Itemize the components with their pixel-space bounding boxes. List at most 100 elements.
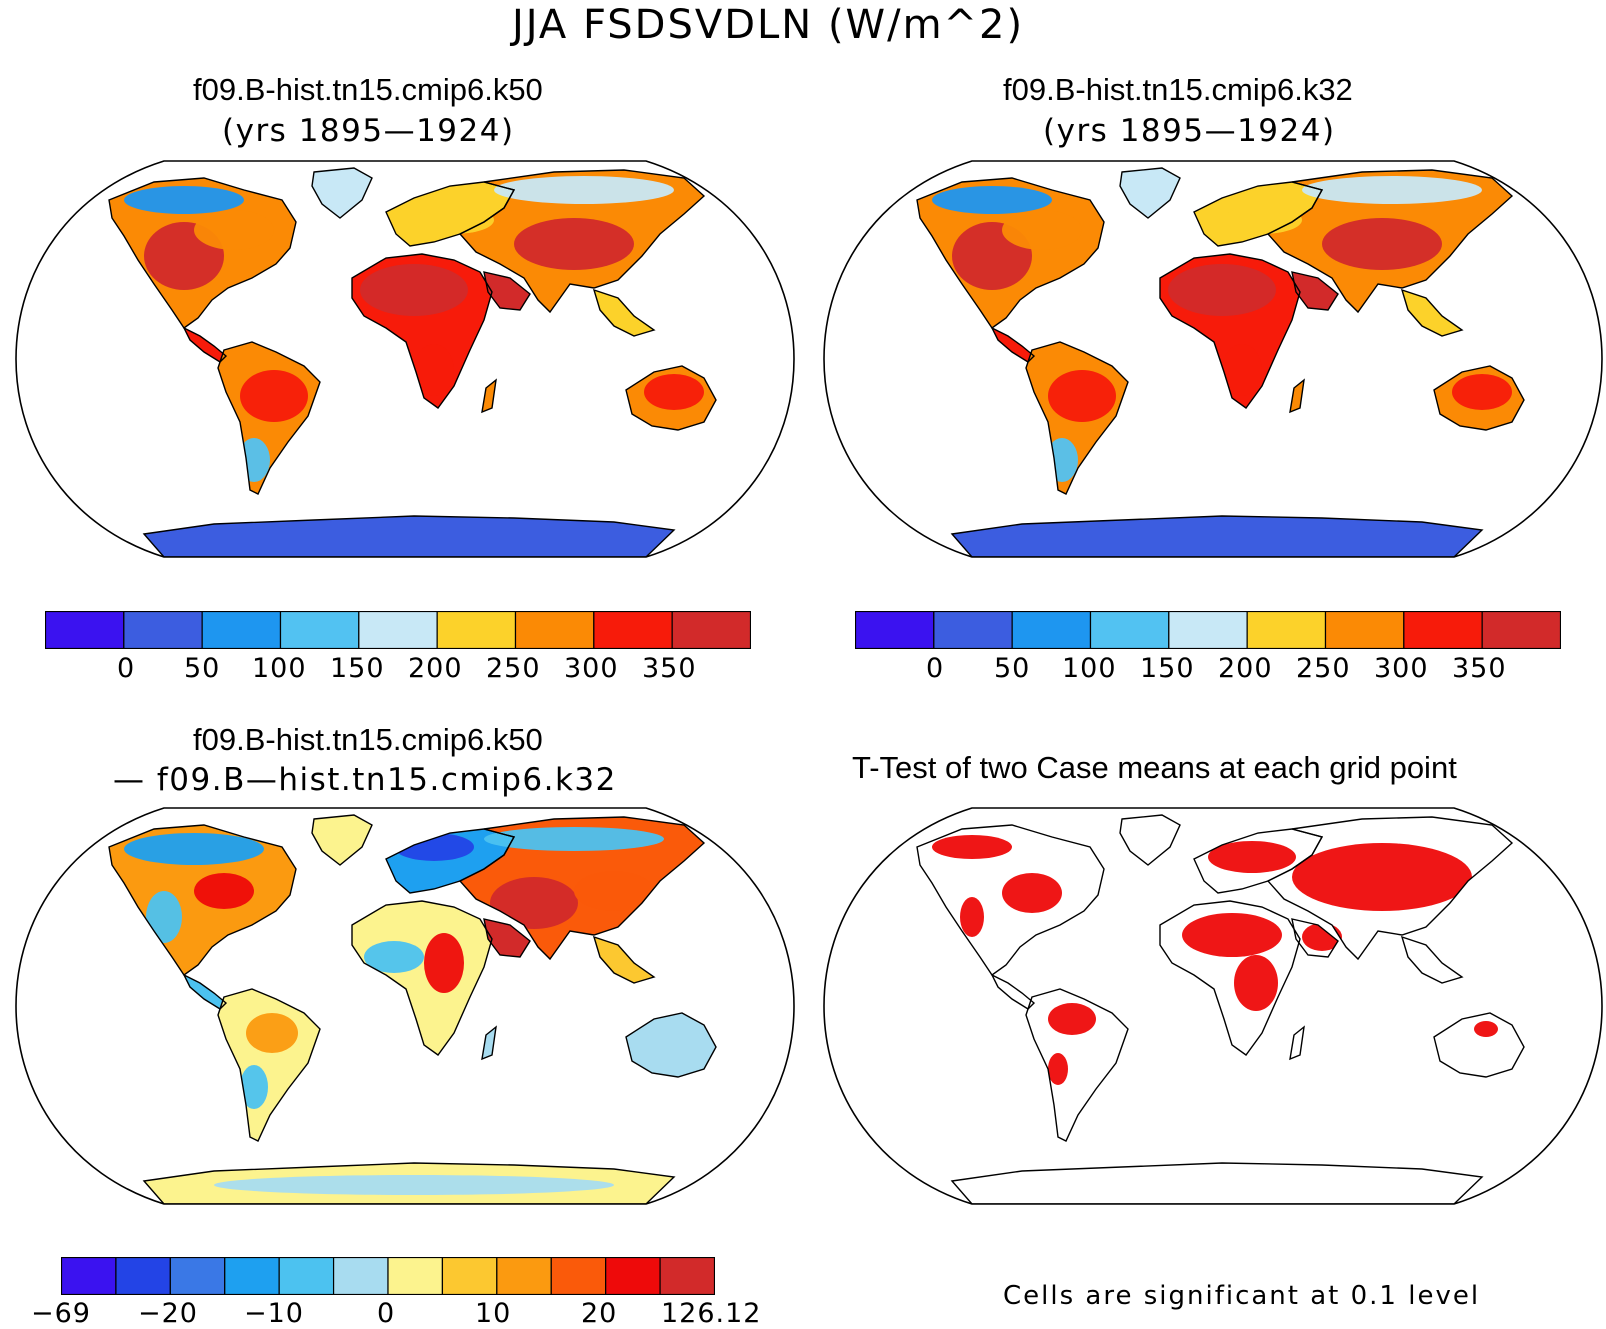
coastline-camerica <box>990 326 1036 363</box>
coastline-samerica <box>217 988 321 1142</box>
map-field-group <box>932 835 1498 1085</box>
coastline-madagascar <box>1289 1025 1305 1061</box>
land-seasia <box>1402 937 1462 983</box>
cbar2-tick: 200 <box>1218 653 1273 684</box>
coastline-namerica <box>916 824 1105 976</box>
significant-region-eusa <box>1002 873 1062 913</box>
positive-region-iran <box>490 877 578 929</box>
coastline-samerica <box>1025 988 1129 1142</box>
panel2-years: (yrs 1895—1924) <box>1043 113 1336 149</box>
hot-region-centralasia <box>1322 218 1442 270</box>
cbar1-tick: 250 <box>486 653 541 684</box>
colorbar-swatch <box>1089 611 1170 649</box>
land-antarctica <box>144 516 674 557</box>
map-outline <box>823 807 1603 1205</box>
coastline-africa <box>1159 253 1301 409</box>
significant-region-argentina <box>1048 1053 1068 1085</box>
significant-region-australia <box>1474 1021 1498 1037</box>
coastline-madagascar <box>1289 378 1305 414</box>
coastline-australia <box>625 1012 717 1078</box>
negative-region-westafrica <box>364 941 424 973</box>
colorbar-swatch <box>1324 611 1405 649</box>
coastline-antarctica <box>142 1162 676 1204</box>
significant-region-wusa <box>960 897 984 937</box>
hot-region-australia <box>644 374 704 410</box>
coastline-camerica <box>182 973 228 1010</box>
land-seasia <box>594 937 654 983</box>
colorbar-case2 <box>855 611 1561 649</box>
cbar1-tick: 300 <box>564 653 619 684</box>
coastline-asia <box>1266 816 1514 961</box>
warm-region-eusa <box>1002 210 1082 250</box>
hot-region-brazil <box>1048 370 1116 422</box>
positive-region-amazon <box>246 1013 298 1053</box>
land-camerica <box>992 975 1034 1009</box>
significant-region-alaska <box>932 835 1012 859</box>
map-field-group <box>932 176 1512 482</box>
colorbar-swatch <box>169 1257 226 1295</box>
significant-region-asia <box>1292 843 1472 911</box>
warm-region-europe <box>414 206 494 234</box>
positive-region-china <box>574 871 654 911</box>
warm-region-europe <box>1222 206 1302 234</box>
map-ttest <box>823 807 1603 1205</box>
land-seasia <box>1402 290 1462 336</box>
colorbar-swatch <box>224 1257 280 1295</box>
warm-region-eusa <box>194 210 274 250</box>
coastline-camerica <box>990 973 1036 1010</box>
land-australia <box>1434 1013 1524 1077</box>
colorbar-swatch <box>933 611 1013 649</box>
map-field-group <box>124 827 664 1195</box>
hot-region-brazil <box>240 370 308 422</box>
significant-region-europe <box>1208 841 1296 873</box>
coastline-namerica <box>108 177 297 329</box>
colorbar-swatch <box>671 611 751 649</box>
coastline-asia <box>1266 169 1514 314</box>
positive-region-eastafrica <box>424 933 464 993</box>
coastline-australia <box>625 365 717 431</box>
map-land-group <box>108 167 717 557</box>
cbar3-tick: 126.12 <box>661 1298 762 1329</box>
coastline-camerica <box>182 326 228 363</box>
colorbar-swatch <box>1011 611 1092 649</box>
hot-region-sahara <box>1168 264 1276 316</box>
land-seasia <box>594 290 654 336</box>
land-camerica <box>992 328 1034 362</box>
land-arabia <box>484 272 530 310</box>
significance-note: Cells are significant at 0.1 level <box>1003 1281 1481 1311</box>
panel3-minus-case: — f09.B—hist.tn15.cmip6.k32 <box>113 762 617 798</box>
colorbar-swatch <box>1168 611 1248 649</box>
colorbar-swatch <box>387 1257 444 1295</box>
colorbar-swatch <box>1481 611 1561 649</box>
panel1-case-name: f09.B-hist.tn15.cmip6.k50 <box>193 72 543 107</box>
hot-region-sahara <box>360 264 468 316</box>
colorbar-swatch <box>123 611 203 649</box>
coastline-samerica <box>217 341 321 495</box>
map-case2 <box>823 160 1603 558</box>
cbar2-tick: 350 <box>1452 653 1507 684</box>
coastline-samerica <box>1025 341 1129 495</box>
colorbar-swatch <box>61 1257 117 1295</box>
colorbar-swatch <box>1246 611 1327 649</box>
negative-region-antarctica <box>214 1175 614 1195</box>
negative-region-argentina <box>240 1065 268 1109</box>
cbar3-tick: −10 <box>244 1298 304 1329</box>
panel3-case-name: f09.B-hist.tn15.cmip6.k50 <box>193 722 543 757</box>
colorbar-swatch <box>201 611 282 649</box>
land-greenland <box>1120 168 1180 218</box>
significant-region-sahara <box>1182 913 1282 957</box>
colorbar-swatch <box>332 1257 389 1295</box>
colorbar-swatch <box>550 1257 607 1295</box>
colorbar-swatch <box>279 611 360 649</box>
colorbar-swatch <box>593 611 673 649</box>
hot-region-southafrica <box>1222 344 1262 396</box>
map-outline <box>823 160 1603 558</box>
land-africa <box>352 901 492 1055</box>
coastline-africa <box>1159 900 1301 1056</box>
coastline-antarctica <box>950 1162 1484 1204</box>
coastline-australia <box>1433 1012 1525 1078</box>
cbar2-tick: 50 <box>994 653 1031 684</box>
cbar1-tick: 150 <box>330 653 385 684</box>
coastline-asia <box>458 169 706 314</box>
panel2-case-name: f09.B-hist.tn15.cmip6.k32 <box>1003 72 1353 107</box>
